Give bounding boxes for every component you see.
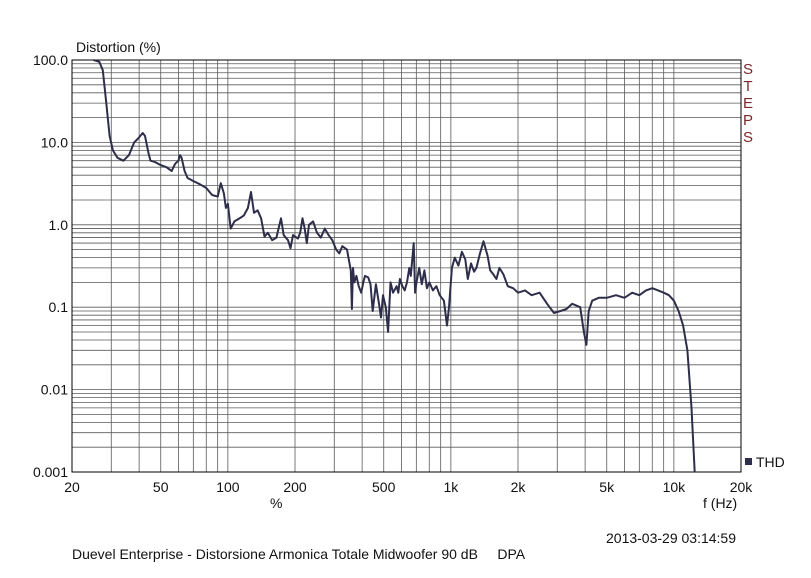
side-label-letter: S: [743, 129, 753, 146]
x-tick-label: 100: [216, 479, 240, 495]
x-tick-labels: 20 50 100 200 500 1k 2k 5k 10k 20k: [64, 479, 753, 495]
x-tick-label: 200: [283, 479, 307, 495]
x-unit-label: %: [270, 495, 282, 511]
x-tick-label: 20: [64, 479, 80, 495]
legend-swatch-thd: [745, 458, 752, 465]
y-tick-label: 1.0: [49, 217, 69, 233]
y-axis-title: Distortion (%): [76, 39, 161, 55]
x-tick-label: 1k: [444, 479, 460, 495]
x-tick-label: 500: [372, 479, 396, 495]
plot-frame: [71, 59, 742, 473]
y-tick-label: 0.001: [33, 464, 68, 480]
x-tick-label: 20k: [730, 479, 754, 495]
side-label-letter: T: [743, 78, 752, 95]
legend: THD: [745, 454, 785, 470]
x-axis-title: f (Hz): [703, 495, 737, 511]
x-tick-label: 50: [153, 479, 169, 495]
side-label-letter: S: [743, 61, 753, 78]
side-label-letter: E: [743, 95, 753, 112]
x-tick-label: 5k: [599, 479, 615, 495]
y-tick-label: 0.01: [41, 382, 68, 398]
side-label-letter: P: [743, 112, 753, 129]
series-line-thd: [93, 59, 696, 473]
x-tick-label: 10k: [663, 479, 687, 495]
legend-label-thd: THD: [756, 454, 785, 470]
y-tick-label: 10.0: [41, 134, 68, 150]
chart-caption: Duevel Enterprise - Distorsione Armonica…: [72, 546, 526, 562]
series-layer: [93, 59, 696, 473]
grid-lines: [71, 60, 742, 473]
timestamp: 2013-03-29 03:14:59: [606, 530, 736, 546]
x-tick-label: 2k: [511, 479, 527, 495]
y-tick-label: 0.1: [49, 299, 69, 315]
y-tick-labels: 100.0 10.0 1.0 0.1 0.01 0.001: [33, 52, 68, 480]
y-tick-label: 100.0: [33, 52, 68, 68]
